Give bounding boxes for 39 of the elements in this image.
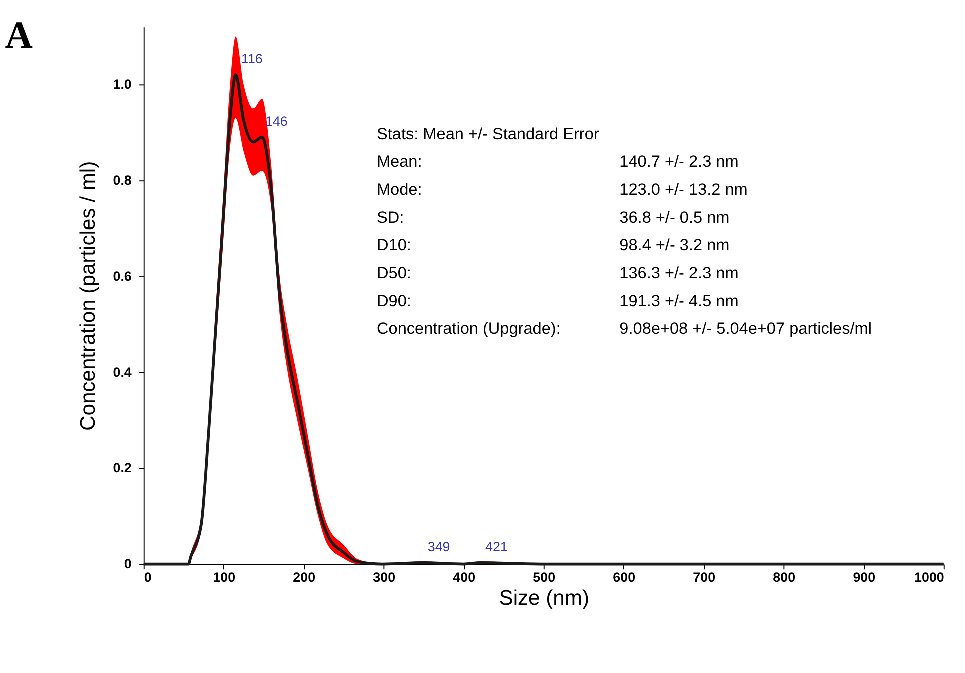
annotation: 421: [485, 539, 508, 554]
x-tick-label: 200: [293, 570, 316, 586]
annotation: D50:: [376, 264, 412, 282]
annotation: Concentration (Upgrade):: [376, 320, 561, 338]
x-tick-label: 300: [373, 570, 396, 586]
annotation: 116: [241, 52, 263, 67]
annotation: Mode:: [376, 181, 422, 200]
annotation: 123.0 +/- 13.2 nm: [620, 181, 748, 200]
x-tick-label: 500: [533, 570, 556, 586]
y-tick-label: 0.2: [113, 460, 132, 476]
annotation: Stats: Mean +/- Standard Error: [376, 125, 600, 144]
y-tick-label: 0: [124, 556, 132, 572]
y-axis-title: Concentration (particles / ml): [77, 161, 100, 432]
x-tick-label: 800: [773, 570, 796, 586]
y-tick-label: 1.0: [113, 77, 132, 92]
x-tick-label: 100: [213, 570, 236, 586]
annotation: 349: [428, 539, 450, 554]
annotation: SD:: [376, 208, 404, 227]
annotation: 98.4 +/- 3.2 nm: [620, 236, 730, 255]
annotation: 146: [265, 114, 288, 129]
x-tick-label: 1000: [914, 570, 944, 586]
chart-title: A: [5, 15, 34, 58]
x-tick-label: 400: [453, 570, 476, 586]
x-tick-label: 600: [613, 570, 636, 586]
y-tick-label: 0.6: [113, 268, 132, 284]
annotation: 36.8 +/- 0.5 nm: [620, 208, 730, 227]
annotation: D90:: [376, 292, 412, 310]
annotation: 191.3 +/- 4.5 nm: [620, 292, 739, 310]
annotation: 136.3 +/- 2.3 nm: [620, 264, 739, 282]
annotation: D10:: [376, 236, 412, 255]
annotation: 9.08e+08 +/- 5.04e+07 particles/ml: [620, 320, 872, 338]
y-tick-label: 0.8: [113, 172, 132, 188]
x-tick-label: 700: [693, 570, 716, 586]
x-axis-title: Size (nm): [499, 587, 590, 610]
x-tick-label: 900: [853, 570, 876, 586]
x-tick-label: 0: [144, 570, 152, 586]
annotation: Mean:: [376, 153, 422, 172]
annotation: 140.7 +/- 2.3 nm: [620, 153, 739, 172]
y-tick-label: 0.4: [113, 364, 132, 380]
